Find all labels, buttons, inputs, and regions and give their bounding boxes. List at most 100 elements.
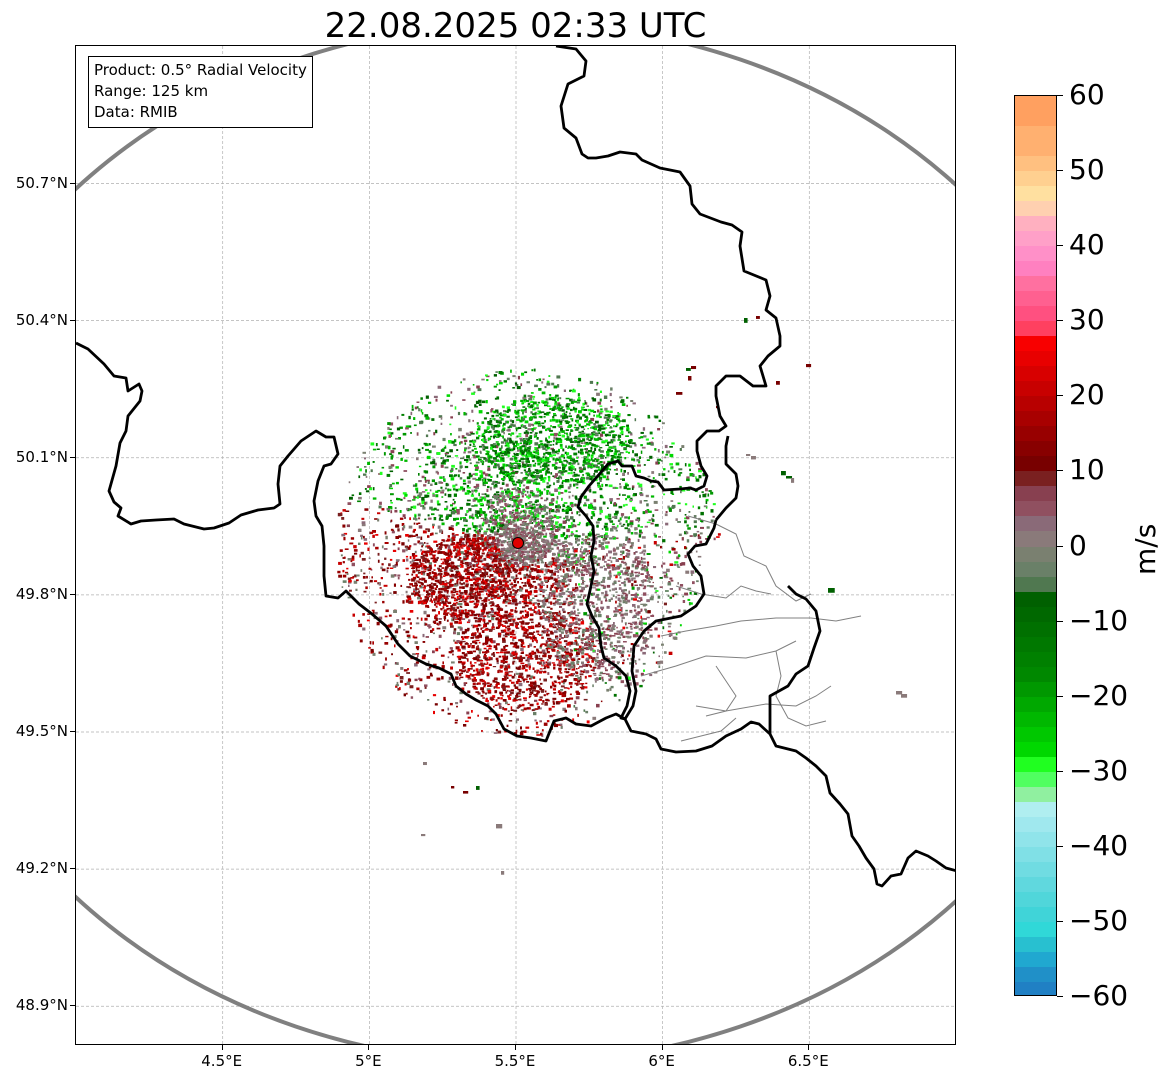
echo-pixel — [600, 671, 603, 675]
echo-pixel — [595, 434, 599, 437]
echo-pixel — [507, 602, 512, 605]
echo-pixel — [435, 647, 439, 652]
echo-pixel — [473, 439, 477, 443]
echo-pixel — [519, 449, 524, 453]
echo-pixel — [565, 397, 570, 400]
echo-pixel — [369, 531, 372, 535]
echo-pixel — [458, 609, 461, 613]
echo-pixel — [425, 501, 428, 505]
echo-pixel — [528, 398, 533, 401]
echo-pixel — [550, 630, 553, 634]
echo-pixel — [558, 431, 561, 434]
echo-pixel — [399, 680, 403, 683]
echo-pixel — [513, 532, 516, 535]
echo-pixel — [430, 629, 433, 633]
echo-pixel — [548, 435, 551, 439]
echo-pixel — [527, 592, 532, 596]
echo-pixel — [465, 720, 469, 723]
echo-pixel — [502, 424, 504, 427]
echo-pixel — [620, 613, 624, 617]
echo-pixel — [695, 542, 698, 545]
echo-pixel — [529, 677, 532, 680]
echo-pixel — [517, 449, 520, 452]
echo-pixel — [591, 555, 595, 558]
echo-pixel — [381, 589, 384, 592]
echo-pixel — [408, 600, 412, 603]
echo-pixel — [571, 511, 573, 515]
echo-pixel — [527, 428, 532, 431]
echo-pixel — [674, 637, 678, 640]
echo-pixel — [552, 457, 555, 461]
echo-pixel — [415, 518, 418, 521]
echo-pixel — [453, 443, 457, 447]
echo-pixel — [566, 567, 569, 571]
echo-pixel — [463, 535, 468, 538]
echo-pixel — [512, 599, 516, 603]
echo-pixel — [525, 454, 528, 457]
echo-pixel — [625, 609, 628, 612]
echo-pixel — [614, 587, 617, 591]
echo-pixel — [502, 634, 507, 637]
echo-pixel — [710, 491, 714, 495]
echo-pixel — [556, 480, 560, 483]
echo-pixel — [479, 498, 483, 501]
echo-pixel — [598, 544, 603, 548]
echo-pixel — [540, 587, 543, 589]
echo-pixel — [452, 534, 456, 539]
echo-pixel — [417, 448, 421, 452]
echo-pixel — [575, 583, 577, 586]
echo-pixel — [458, 488, 462, 491]
echo-pixel — [581, 542, 584, 545]
echo-pixel — [464, 465, 469, 469]
echo-pixel — [447, 680, 451, 683]
echo-pixel — [698, 468, 702, 470]
echo-pixel — [695, 476, 697, 479]
echo-pixel — [386, 473, 391, 477]
echo-pixel — [471, 489, 474, 493]
echo-pixel — [456, 541, 460, 544]
echo-pixel — [552, 443, 555, 446]
echo-pixel — [608, 550, 612, 554]
echo-pixel — [598, 449, 601, 452]
echo-pixel — [358, 475, 361, 479]
echo-pixel — [529, 472, 533, 477]
echo-pixel — [367, 485, 371, 488]
echo-pixel — [558, 475, 561, 479]
echo-pixel — [452, 653, 454, 656]
echo-pixel — [494, 520, 498, 524]
radar-map[interactable] — [75, 45, 956, 1045]
echo-pixel — [473, 576, 476, 579]
echo-pixel — [566, 437, 570, 441]
echo-pixel — [639, 552, 642, 554]
echo-pixel — [570, 471, 573, 475]
echo-pixel — [421, 499, 425, 502]
echo-pixel — [533, 454, 538, 457]
echo-pixel — [554, 723, 558, 728]
echo-pixel — [705, 488, 708, 492]
echo-pixel — [432, 523, 435, 527]
echo-pixel — [573, 705, 576, 708]
echo-pixel — [464, 449, 467, 452]
echo-pixel — [483, 563, 486, 566]
echo-pixel — [613, 693, 617, 697]
echo-pixel — [495, 525, 499, 527]
echo-pixel — [546, 440, 551, 444]
echo-pixel — [446, 515, 449, 519]
echo-pixel — [524, 582, 526, 585]
echo-pixel — [402, 514, 406, 517]
echo-pixel — [390, 432, 394, 435]
echo-pixel — [545, 566, 550, 568]
echo-pixel — [422, 505, 425, 508]
echo-pixel — [503, 540, 507, 543]
echo-pixel — [656, 459, 659, 462]
echo-pixel — [493, 589, 497, 594]
echo-pixel — [394, 564, 398, 567]
echo-pixel — [690, 570, 695, 574]
echo-pixel — [615, 575, 618, 579]
echo-pixel — [459, 627, 463, 631]
echo-pixel — [461, 687, 465, 691]
echo-pixel — [347, 558, 352, 561]
echo-pixel — [609, 498, 613, 502]
echo-pixel — [425, 528, 429, 530]
echo-pixel — [504, 657, 508, 661]
